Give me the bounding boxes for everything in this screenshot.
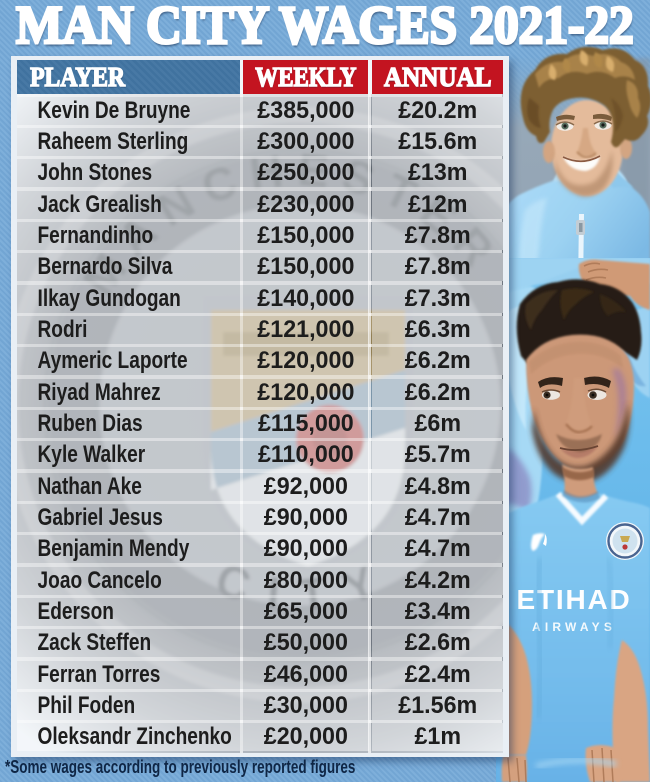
svg-text:AIRWAYS: AIRWAYS [532,620,616,634]
svg-text:ETIHAD: ETIHAD [516,584,631,615]
